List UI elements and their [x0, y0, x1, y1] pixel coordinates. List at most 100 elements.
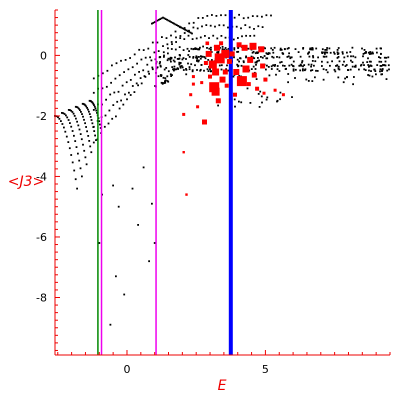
data-point: [273, 46, 276, 49]
data-point: [80, 111, 82, 113]
data-point: [284, 68, 287, 70]
data-point: [62, 112, 65, 115]
data-point: [237, 47, 239, 49]
data-point: [354, 64, 357, 67]
data-point: [198, 59, 200, 62]
data-point: [278, 56, 281, 59]
red-data-point: [221, 49, 230, 58]
data-point: [87, 135, 90, 137]
data-point: [170, 48, 173, 50]
data-point: [91, 122, 94, 125]
data-point: [233, 16, 236, 19]
data-point: [199, 68, 202, 71]
data-point: [302, 47, 305, 49]
data-point: [302, 69, 304, 72]
data-point: [347, 69, 350, 71]
data-point: [374, 70, 377, 72]
data-point: [142, 69, 145, 72]
data-point: [255, 78, 258, 80]
data-point: [159, 61, 161, 63]
data-point: [89, 145, 92, 148]
data-point: [195, 37, 198, 40]
data-point: [63, 113, 66, 115]
data-point: [160, 74, 163, 77]
data-point: [79, 109, 81, 111]
data-point: [163, 82, 166, 84]
data-point: [201, 55, 204, 58]
red-data-point: [191, 82, 195, 86]
data-point: [156, 66, 159, 69]
data-point: [233, 56, 235, 59]
data-point: [152, 22, 155, 24]
red-data-point: [214, 53, 225, 64]
data-point: [255, 61, 258, 64]
data-point: [72, 112, 75, 115]
data-point: [238, 100, 240, 103]
data-point: [158, 56, 161, 59]
data-point: [147, 47, 150, 50]
data-point: [160, 17, 163, 20]
data-point: [302, 65, 304, 68]
data-point: [70, 125, 73, 128]
data-point: [196, 27, 199, 30]
data-point: [112, 104, 115, 106]
data-point: [360, 64, 362, 67]
data-point: [383, 64, 385, 67]
data-point: [224, 47, 227, 49]
data-point: [352, 55, 355, 58]
data-point: [384, 64, 387, 67]
data-point: [111, 64, 113, 67]
data-point: [164, 18, 167, 20]
data-point: [84, 156, 87, 159]
data-point: [92, 141, 95, 144]
data-point: [98, 242, 101, 244]
red-data-point: [229, 51, 235, 57]
data-point: [302, 68, 304, 71]
data-point: [388, 68, 390, 71]
data-point: [115, 115, 117, 118]
red-data-point: [203, 61, 208, 65]
data-point: [354, 56, 357, 59]
data-point: [120, 59, 122, 62]
data-point: [265, 14, 268, 17]
data-point: [117, 205, 120, 208]
data-point: [280, 61, 283, 63]
data-point: [329, 64, 331, 67]
data-point: [88, 113, 91, 115]
data-point: [329, 51, 332, 54]
data-point: [169, 20, 171, 23]
data-point: [127, 68, 130, 71]
data-point: [276, 68, 279, 71]
data-point: [175, 41, 177, 43]
data-point: [279, 49, 282, 51]
data-point: [109, 93, 112, 96]
data-point: [181, 66, 184, 69]
data-point: [84, 104, 87, 107]
data-point: [376, 51, 378, 54]
data-point: [349, 51, 352, 53]
data-point: [77, 152, 79, 155]
data-point: [199, 36, 202, 39]
data-point: [287, 73, 290, 75]
data-point: [99, 127, 102, 129]
data-point: [207, 59, 210, 61]
data-point: [342, 81, 345, 84]
data-point: [379, 70, 381, 73]
data-point: [124, 59, 127, 61]
data-point: [301, 61, 303, 64]
data-point: [276, 56, 278, 58]
data-point: [240, 64, 243, 67]
data-point: [210, 51, 213, 53]
data-point: [101, 87, 104, 90]
data-point: [157, 50, 160, 52]
data-point: [290, 56, 293, 59]
data-point: [271, 55, 274, 58]
red-data-point: [185, 193, 188, 196]
data-point: [252, 65, 255, 68]
data-point: [292, 65, 294, 67]
data-point: [245, 55, 247, 58]
data-point: [166, 43, 169, 46]
data-point: [323, 55, 326, 58]
data-point: [142, 49, 145, 51]
data-point: [196, 57, 198, 60]
